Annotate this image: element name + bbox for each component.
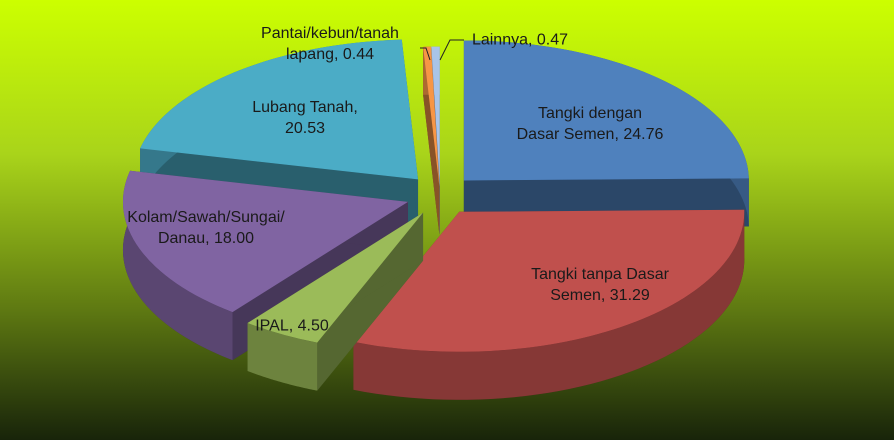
- data-label: Lubang Tanah, 20.53: [252, 99, 358, 137]
- slice: [140, 39, 419, 180]
- data-label: Tangki dengan Dasar Semen, 24.76: [516, 105, 664, 143]
- slice-wall: [247, 323, 318, 391]
- pie: [122, 39, 749, 400]
- slice-wall: [353, 209, 745, 400]
- leader-line: [420, 47, 431, 61]
- slice-wall: [122, 170, 233, 361]
- data-label: Tangki tanpa Dasar Semen, 31.29: [531, 266, 669, 304]
- slice: [463, 40, 749, 181]
- slice: [423, 46, 440, 187]
- data-label: IPAL, 4.50: [255, 317, 329, 335]
- leader-line: [439, 39, 464, 61]
- data-label: Kolam/Sawah/Sungai/Danau, 18.00: [127, 209, 285, 247]
- slice: [122, 170, 408, 313]
- data-label: Pantai/kebun/tanah lapang, 0.44: [261, 25, 399, 63]
- data-label: Lainnya, 0.47: [471, 31, 569, 49]
- slice: [431, 46, 440, 187]
- slice: [353, 209, 745, 352]
- slice: [247, 212, 424, 343]
